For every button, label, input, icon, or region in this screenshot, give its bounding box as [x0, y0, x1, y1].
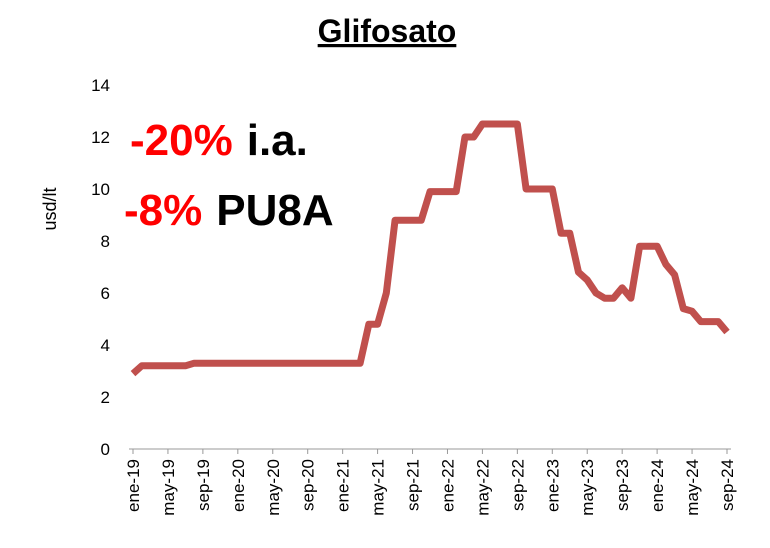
annotation-highlight: -8%: [124, 186, 202, 235]
y-tick-label: 2: [101, 388, 110, 407]
x-tick-label: sep-23: [613, 459, 632, 511]
chart-title: Glifosato: [318, 13, 457, 49]
x-tick-label: sep-21: [404, 459, 423, 511]
x-tick-label: may-22: [473, 459, 492, 516]
annotation: -8% PU8A: [124, 186, 334, 235]
x-tick-label: sep-19: [194, 459, 213, 511]
annotation: -20% i.a.: [130, 116, 308, 165]
x-tick-label: ene-19: [124, 459, 143, 512]
y-axis-label: usd/lt: [40, 187, 60, 230]
x-tick-label: may-24: [683, 459, 702, 516]
x-tick-label: may-20: [264, 459, 283, 516]
annotation-text: i.a.: [247, 116, 308, 165]
y-tick-label: 4: [101, 336, 110, 355]
line-series: [130, 120, 730, 377]
annotation-text: PU8A: [216, 186, 333, 235]
x-tick-label: sep-22: [508, 459, 527, 511]
y-tick-label: 12: [91, 128, 110, 147]
x-tick-label: may-19: [159, 459, 178, 516]
y-tick-label: 6: [101, 284, 110, 303]
x-tick-label: may-21: [369, 459, 388, 516]
x-tick-label: ene-23: [543, 459, 562, 512]
x-tick-label: may-23: [578, 459, 597, 516]
x-tick-label: ene-22: [438, 459, 457, 512]
y-tick-label: 10: [91, 180, 110, 199]
x-tick-label: ene-20: [229, 459, 248, 512]
annotation-highlight: -20%: [130, 116, 233, 165]
x-tick-label: sep-24: [718, 459, 737, 511]
y-tick-label: 0: [101, 440, 110, 459]
x-tick-label: sep-20: [299, 459, 318, 511]
y-tick-label: 8: [101, 232, 110, 251]
x-tick-label: ene-21: [334, 459, 353, 512]
x-tick-label: ene-24: [648, 459, 667, 512]
y-tick-label: 14: [91, 76, 110, 95]
